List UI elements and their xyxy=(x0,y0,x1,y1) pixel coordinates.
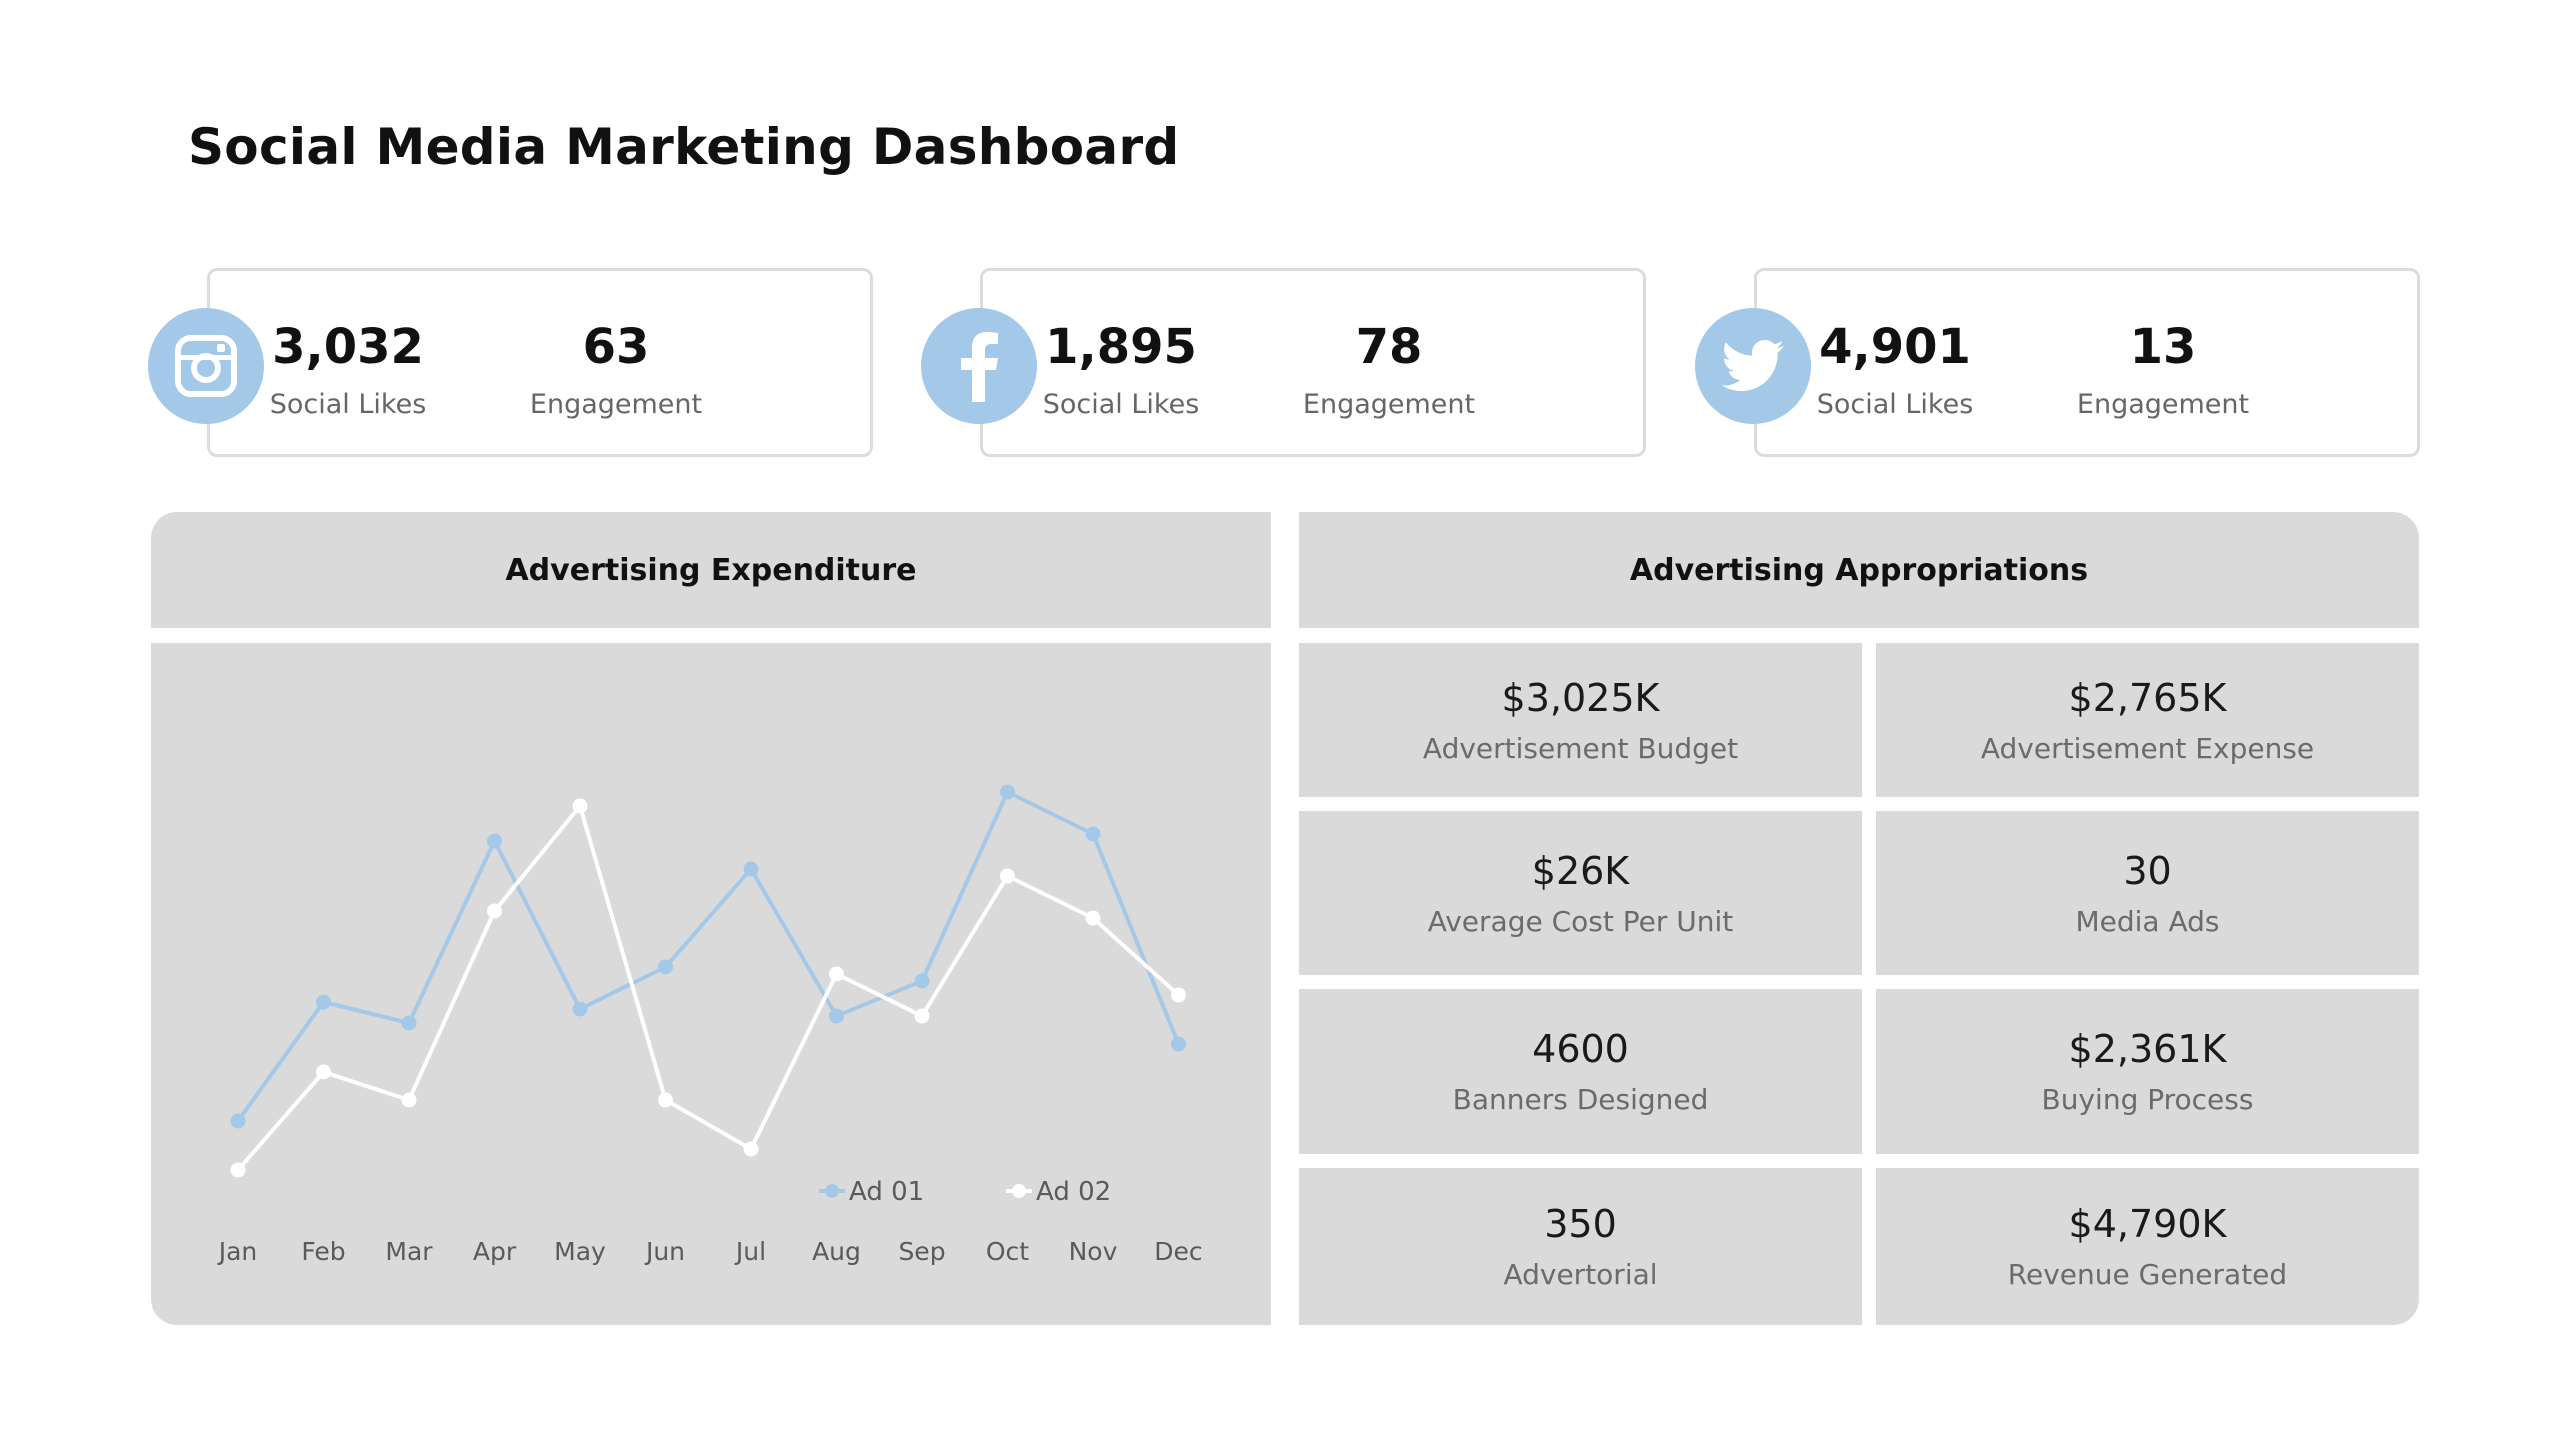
data-point-series1-feb xyxy=(316,994,331,1010)
expenditure-line-chart: Jan Feb Mar Apr May Jun Jul Aug Sep Oct Nov Dec Ad 0… xyxy=(217,784,1203,1266)
metric-revenue-generated: $4,790K Revenue Generated xyxy=(1876,1168,2419,1325)
metric-label: Advertisement Budget xyxy=(1422,731,1739,765)
metric-label: Average Cost Per Unit xyxy=(1427,904,1734,938)
metric-buying-process: $2,361K Buying Process xyxy=(1876,989,2419,1154)
x-tick-label-dec: Dec xyxy=(1154,1237,1202,1266)
metric-label: Banners Designed xyxy=(1452,1083,1709,1116)
expenditure-chart-panel: Jan Feb Mar Apr May Jun Jul Aug Sep Oct Nov Dec Ad 0… xyxy=(151,643,1271,1325)
data-point-series2-apr xyxy=(487,903,502,919)
metric-label: Revenue Generated xyxy=(2007,1258,2288,1291)
data-point-series2-jan xyxy=(230,1162,246,1178)
legend-marker-series1 xyxy=(825,1184,839,1198)
x-tick-label-oct: Oct xyxy=(986,1237,1029,1266)
x-tick-label-nov: Nov xyxy=(1069,1237,1118,1266)
metric-value: 350 xyxy=(1544,1202,1617,1246)
facebook-likes-value: 1,895 xyxy=(1045,319,1197,375)
appropriations-header: Advertising Appropriations xyxy=(1299,512,2419,628)
twitter-likes: 4,901 Social Likes xyxy=(1775,271,2015,420)
metric-value: $2,361K xyxy=(2068,1027,2227,1071)
metric-value: $26K xyxy=(1531,848,1630,893)
data-point-series1-sep xyxy=(914,973,930,989)
data-point-series2-jul xyxy=(743,1141,759,1157)
data-point-series1-oct xyxy=(1000,784,1015,800)
instagram-likes: 3,032 Social Likes xyxy=(228,271,468,420)
twitter-engagement: 13 Engagement xyxy=(2043,271,2283,420)
data-point-series2-aug xyxy=(829,966,844,982)
data-point-series2-sep xyxy=(914,1008,930,1024)
data-point-series1-may xyxy=(572,1001,588,1017)
data-point-series2-oct xyxy=(1000,868,1015,884)
data-point-series1-nov xyxy=(1085,826,1101,842)
metric-value: $4,790K xyxy=(2068,1202,2227,1246)
data-point-series2-dec xyxy=(1171,987,1186,1003)
instagram-icon xyxy=(148,308,264,424)
metric-advertorial: 350 Advertorial xyxy=(1299,1168,1862,1325)
instagram-engagement-value: 63 xyxy=(582,319,650,375)
legend-label-series2: Ad 02 xyxy=(1036,1177,1111,1207)
instagram-engagement-label: Engagement xyxy=(529,389,703,420)
data-point-series2-mar xyxy=(401,1092,417,1108)
metric-label: Buying Process xyxy=(2041,1083,2254,1116)
data-point-series1-jul xyxy=(743,861,759,877)
expenditure-header: Advertising Expenditure xyxy=(151,512,1271,628)
data-point-series1-aug xyxy=(829,1008,844,1024)
instagram-engagement: 63 Engagement xyxy=(496,271,736,420)
metric-media-ads: 30 Media Ads xyxy=(1876,811,2419,975)
data-point-series1-jun xyxy=(658,959,673,975)
data-point-series1-mar xyxy=(401,1015,417,1031)
twitter-icon xyxy=(1695,308,1811,424)
metric-advertisement-budget: $3,025K Advertisement Budget xyxy=(1299,643,1862,797)
x-tick-label-jun: Jun xyxy=(644,1237,685,1266)
series-line-1 xyxy=(236,790,1181,1123)
metric-value: $2,765K xyxy=(2068,675,2227,720)
page-title: Social Media Marketing Dashboard xyxy=(188,118,1180,176)
twitter-engagement-label: Engagement xyxy=(2076,389,2250,420)
twitter-likes-value: 4,901 xyxy=(1819,319,1971,375)
x-tick-label-jan: Jan xyxy=(217,1237,258,1266)
x-tick-label-feb: Feb xyxy=(301,1237,345,1266)
twitter-engagement-value: 13 xyxy=(2129,319,2197,375)
metric-value: $3,025K xyxy=(1501,675,1660,720)
instagram-likes-label: Social Likes xyxy=(269,389,427,420)
data-point-series1-dec xyxy=(1171,1036,1186,1052)
facebook-likes: 1,895 Social Likes xyxy=(1001,271,1241,420)
metric-average-cost-per-unit: $26K Average Cost Per Unit xyxy=(1299,811,1862,975)
x-tick-label-mar: Mar xyxy=(385,1237,433,1266)
metric-label: Advertorial xyxy=(1503,1258,1658,1291)
data-point-series2-nov xyxy=(1085,910,1101,926)
data-point-series2-jun xyxy=(658,1092,673,1108)
x-tick-label-may: May xyxy=(554,1237,606,1266)
metric-value: 30 xyxy=(2123,848,2172,893)
data-point-series1-jan xyxy=(230,1113,246,1129)
metric-label: Media Ads xyxy=(2075,904,2220,938)
instagram-stat-card: 3,032 Social Likes 63 Engagement xyxy=(207,268,873,457)
legend-marker-series2 xyxy=(1012,1184,1026,1198)
x-tick-label-sep: Sep xyxy=(898,1237,945,1266)
data-point-series2-may xyxy=(572,798,588,814)
metric-advertisement-expense: $2,765K Advertisement Expense xyxy=(1876,643,2419,797)
data-point-series1-apr xyxy=(487,833,502,849)
series-line-2 xyxy=(236,804,1180,1172)
facebook-engagement-label: Engagement xyxy=(1302,389,1476,420)
metric-label: Advertisement Expense xyxy=(1980,731,2315,765)
x-tick-label-jul: Jul xyxy=(734,1237,766,1266)
x-tick-label-aug: Aug xyxy=(812,1237,861,1266)
instagram-likes-value: 3,032 xyxy=(272,319,424,375)
twitter-likes-label: Social Likes xyxy=(1816,389,1974,420)
legend-label-series1: Ad 01 xyxy=(849,1177,924,1207)
facebook-likes-label: Social Likes xyxy=(1042,389,1200,420)
twitter-stat-card: 4,901 Social Likes 13 Engagement xyxy=(1754,268,2420,457)
facebook-stat-card: 1,895 Social Likes 78 Engagement xyxy=(980,268,1646,457)
data-point-series2-feb xyxy=(316,1064,331,1080)
x-tick-label-apr: Apr xyxy=(473,1237,517,1266)
metric-value: 4600 xyxy=(1532,1027,1629,1071)
metric-banners-designed: 4600 Banners Designed xyxy=(1299,989,1862,1154)
facebook-engagement-value: 78 xyxy=(1355,319,1423,375)
facebook-icon xyxy=(921,308,1037,424)
facebook-engagement: 78 Engagement xyxy=(1269,271,1509,420)
